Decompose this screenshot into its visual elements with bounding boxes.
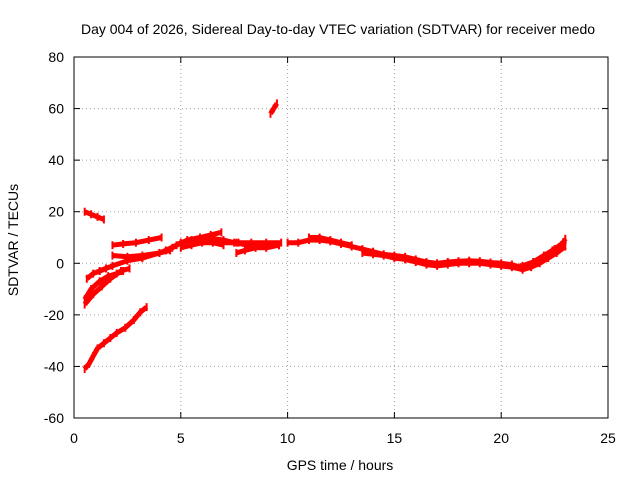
plot-frame (73, 56, 609, 419)
x-tick-label: 0 (70, 430, 78, 446)
chart-title: Day 004 of 2026, Sidereal Day-to-day VTE… (81, 21, 595, 37)
y-tick-label: -40 (44, 358, 64, 374)
data-series-group (82, 99, 568, 374)
data-series-s9 (164, 229, 222, 253)
y-tick-label: -20 (44, 307, 64, 323)
x-tick-label: 20 (493, 430, 509, 446)
x-tick-label: 15 (387, 430, 403, 446)
grid-lines (74, 57, 608, 418)
y-tick-label: 80 (48, 49, 64, 65)
y-axis-label: SDTVAR / TECUs (5, 184, 21, 296)
y-tick-label: 20 (48, 204, 64, 220)
data-series-s5 (83, 209, 105, 222)
data-series-s3 (82, 268, 125, 301)
x-tick-label: 10 (280, 430, 296, 446)
y-tick-label: 0 (56, 255, 64, 271)
x-tick-label: 25 (600, 430, 616, 446)
axes: 0 5 10 15 20 25 -60 -40 -20 0 20 40 60 80 (44, 49, 616, 446)
data-series-s13 (235, 240, 280, 248)
y-tick-label: 60 (48, 101, 64, 117)
x-tick-label: 5 (177, 430, 185, 446)
data-series-s8 (112, 247, 171, 260)
y-tick-label: 40 (48, 152, 64, 168)
y-tick-label: -60 (44, 410, 64, 426)
x-axis-label: GPS time / hours (287, 457, 394, 473)
data-series-s7 (112, 235, 163, 248)
